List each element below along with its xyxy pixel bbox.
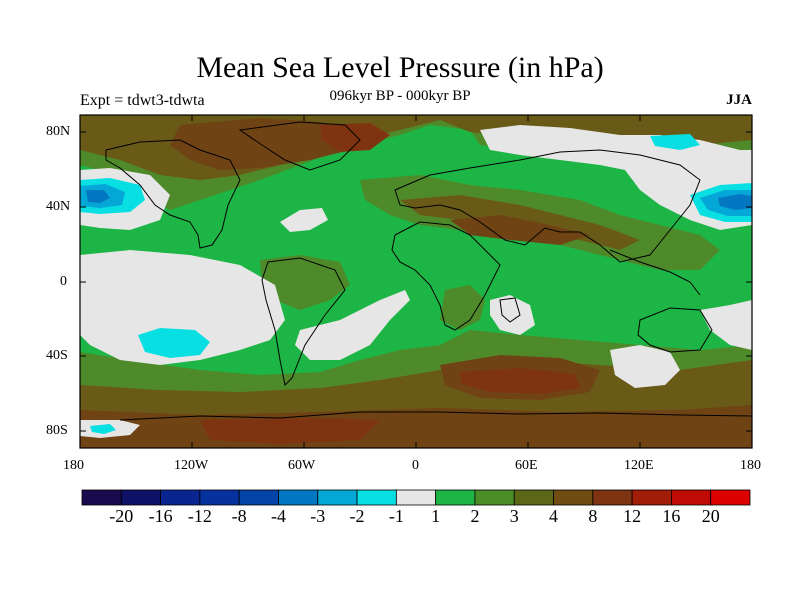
- region-cyan: [138, 328, 210, 358]
- region-cyan: [90, 424, 116, 434]
- region-white: [295, 290, 410, 360]
- colorbar-swatch: [199, 489, 240, 506]
- colorbar-swatch: [356, 489, 397, 506]
- coastline: [394, 149, 701, 263]
- coastline: [119, 411, 752, 421]
- x-tick-label: 60E: [515, 458, 538, 473]
- region-brown: [450, 215, 590, 245]
- region-white: [700, 300, 752, 350]
- colorbar-swatch: [631, 489, 672, 506]
- region-white: [480, 125, 752, 230]
- colorbar-swatch: [160, 489, 201, 506]
- x-tick-label: 0: [412, 458, 419, 473]
- region-rust: [320, 123, 390, 152]
- colorbar-swatch: [278, 489, 319, 506]
- region-white: [280, 208, 328, 232]
- coastline: [105, 139, 241, 249]
- region-white: [490, 295, 535, 335]
- colorbar-label: -20: [109, 506, 134, 526]
- colorbar-swatch: [238, 489, 279, 506]
- y-tick-label: 40N: [46, 199, 71, 214]
- colorbar-label: -8: [231, 506, 247, 526]
- colorbar-swatch: [474, 489, 515, 506]
- period-label: 096kyr BP - 000kyr BP: [329, 88, 471, 104]
- colorbar-swatch: [317, 489, 358, 506]
- region-olive: [260, 255, 350, 310]
- coastline: [637, 307, 713, 353]
- coastline: [261, 257, 346, 387]
- colorbar-swatch: [513, 489, 554, 506]
- coastline: [238, 121, 361, 171]
- chart-title: Mean Sea Level Pressure (in hPa): [196, 51, 604, 84]
- y-tick-label: 80N: [46, 124, 71, 139]
- colorbar-label: 3: [509, 506, 519, 526]
- colorbar-label: 16: [662, 506, 681, 526]
- coastline: [499, 297, 521, 323]
- region-rust: [200, 418, 380, 444]
- y-tick-label: 0: [60, 274, 67, 289]
- coastline: [391, 221, 501, 331]
- colorbar-label: 8: [588, 506, 598, 526]
- x-tick-label: 180: [740, 458, 761, 473]
- season-label: JJA: [726, 92, 752, 108]
- y-tick-label: 80S: [46, 423, 68, 438]
- coastline: [609, 249, 701, 296]
- x-tick-label: 180: [63, 458, 84, 473]
- region-blue: [86, 190, 110, 203]
- coastlines: [105, 121, 752, 421]
- colorbar: [81, 489, 751, 506]
- colorbar-swatch: [671, 489, 712, 506]
- experiment-label: Expt = tdwt3-tdwta: [80, 92, 205, 109]
- colorbar-label: -12: [187, 506, 212, 526]
- colorbar-label: -2: [349, 506, 365, 526]
- colorbar-label: 12: [623, 506, 642, 526]
- colorbar-label: -16: [148, 506, 173, 526]
- colorbar-label: -3: [310, 506, 326, 526]
- colorbar-label: -1: [388, 506, 404, 526]
- x-tick-label: 120E: [624, 458, 654, 473]
- x-tick-label: 60W: [288, 458, 316, 473]
- colorbar-swatch: [81, 489, 122, 506]
- y-tick-label: 40S: [46, 348, 68, 363]
- colorbar-label: -4: [270, 506, 286, 526]
- colorbar-label: 1: [431, 506, 441, 526]
- colorbar-swatch: [553, 489, 594, 506]
- colorbar-label: 4: [549, 506, 559, 526]
- region-white: [80, 250, 285, 365]
- colorbar-swatch: [592, 489, 633, 506]
- colorbar-label: 20: [701, 506, 720, 526]
- colorbar-label: 2: [470, 506, 480, 526]
- region-white: [610, 345, 680, 388]
- region-rust: [460, 368, 580, 394]
- region-cyan: [650, 134, 700, 150]
- region-blue: [718, 194, 752, 210]
- colorbar-swatch: [120, 489, 161, 506]
- x-tick-label: 120W: [174, 458, 209, 473]
- axis-ticks: [79, 115, 753, 448]
- pressure-field: [80, 115, 752, 448]
- colorbar-swatch: [395, 489, 437, 506]
- region-olive: [440, 285, 485, 330]
- colorbar-swatch: [435, 489, 476, 506]
- colorbar-swatch: [710, 489, 751, 506]
